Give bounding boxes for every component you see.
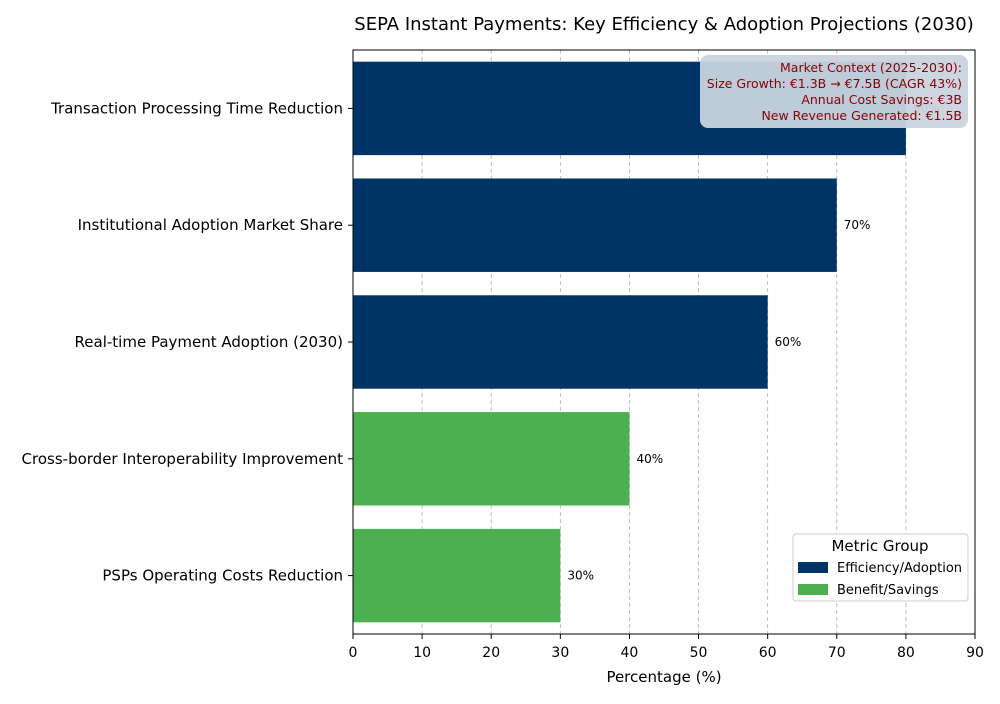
bar[interactable] [353,528,561,623]
legend-label: Benefit/Savings [837,583,939,598]
annotation-box [700,55,968,128]
bar[interactable] [353,178,837,272]
y-tick-label: Real-time Payment Adoption (2030) [75,333,343,351]
x-tick-label: 70 [828,645,846,661]
annotation-line: Market Context (2025-2030): [780,60,962,75]
legend-title: Metric Group [831,537,928,555]
x-tick-label: 90 [966,645,984,661]
x-axis-label: Percentage (%) [606,668,721,686]
x-tick-label: 80 [897,645,915,661]
y-tick-label: Institutional Adoption Market Share [78,216,343,234]
y-tick-label: PSPs Operating Costs Reduction [102,567,343,585]
annotation-line: Size Growth: €1.3B → €7.5B (CAGR 43%) [707,76,962,91]
x-tick-label: 30 [551,645,569,661]
bar-value-label: 70% [844,218,871,232]
y-tick-label: Transaction Processing Time Reduction [50,99,343,117]
legend-swatch [798,584,828,595]
x-tick-label: 0 [349,645,358,661]
bar-value-label: 30% [567,569,594,583]
legend-box [792,533,969,602]
legend-label: Efficiency/Adoption [837,561,962,576]
annotation-line: Annual Cost Savings: €3B [801,92,962,107]
bar[interactable] [353,295,768,389]
x-tick-label: 50 [690,645,708,661]
bar-value-label: 40% [636,452,663,466]
bar-value-label: 60% [775,335,802,349]
x-tick-label: 60 [759,645,777,661]
annotation-line: New Revenue Generated: €1.5B [761,108,962,123]
x-tick-label: 10 [413,645,431,661]
x-tick-label: 20 [482,645,500,661]
x-tick-label: 40 [621,645,639,661]
chart-title: SEPA Instant Payments: Key Efficiency & … [354,14,973,35]
bar[interactable] [353,412,630,506]
y-tick-label: Cross-border Interoperability Improvemen… [22,450,344,468]
legend-swatch [798,562,828,573]
